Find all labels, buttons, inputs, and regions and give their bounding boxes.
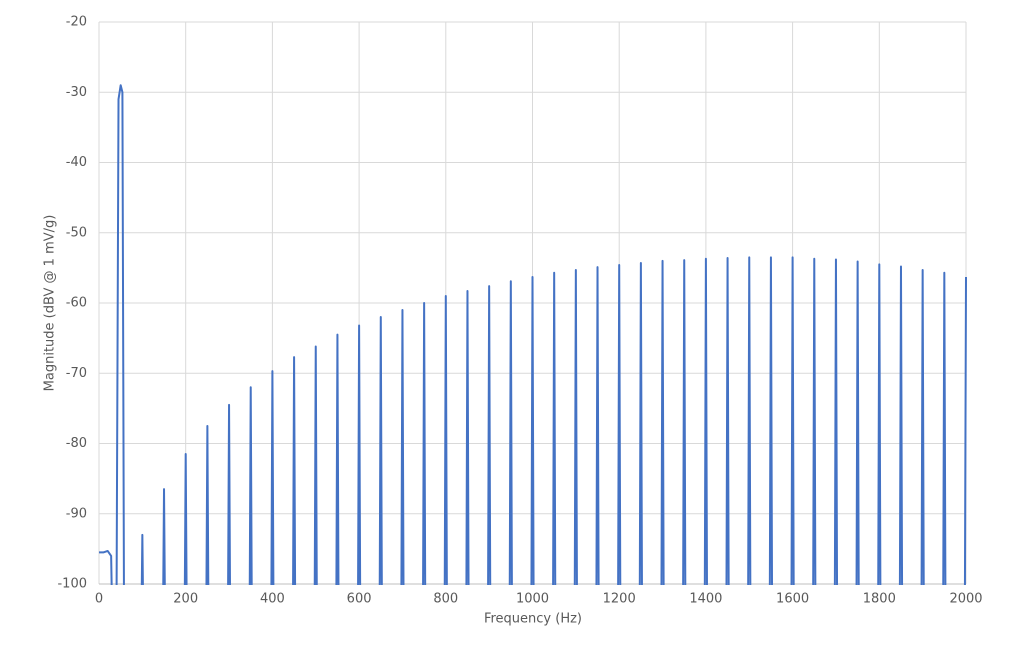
x-tick-label: 1200 <box>603 592 636 607</box>
x-tick-label: 800 <box>433 592 458 607</box>
x-tick-label: 1000 <box>516 592 549 607</box>
x-tick-label: 1600 <box>776 592 809 607</box>
y-tick-label: -60 <box>66 296 87 311</box>
y-tick-label: -80 <box>66 436 87 451</box>
x-tick-label: 1400 <box>689 592 722 607</box>
y-tick-label: -100 <box>57 577 87 592</box>
y-tick-label: -70 <box>66 366 87 381</box>
y-tick-label: -50 <box>66 225 87 240</box>
y-axis-label: Magnitude (dBV @ 1 mV/g) <box>43 215 58 392</box>
x-tick-label: 2000 <box>949 592 982 607</box>
x-tick-label: 600 <box>347 592 372 607</box>
x-tick-label: 400 <box>260 592 285 607</box>
x-tick-label: 200 <box>173 592 198 607</box>
y-tick-label: -40 <box>66 155 87 170</box>
y-tick-label: -20 <box>66 15 87 30</box>
x-tick-label: 0 <box>95 592 103 607</box>
y-tick-label: -30 <box>66 85 87 100</box>
x-tick-label: 1800 <box>863 592 896 607</box>
y-tick-label: -90 <box>66 506 87 521</box>
x-axis-label: Frequency (Hz) <box>484 612 582 627</box>
line-series <box>99 84 967 585</box>
